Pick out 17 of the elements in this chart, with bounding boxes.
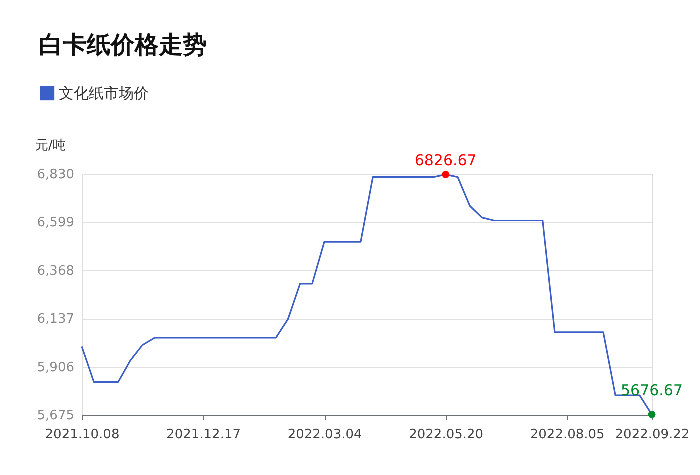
data-label: 5676.67 [620, 382, 684, 400]
y-tick-label: 6,830 [37, 168, 74, 182]
data-label: 6826.67 [414, 152, 477, 170]
legend-label: 文化纸市场价 [59, 84, 149, 102]
x-tick-label: 2022.09.22 [615, 428, 690, 442]
x-tick-label: 2021.10.08 [45, 428, 120, 442]
y-tick-label: 5,906 [37, 360, 74, 376]
x-tick-label: 2022.03.04 [288, 428, 362, 442]
chart-title: 白卡纸价格走势 [39, 31, 207, 59]
y-tick-label: 5,675 [37, 408, 74, 424]
x-tick-label: 2022.08.05 [530, 428, 605, 442]
y-tick-label: 6,599 [37, 216, 74, 231]
x-tick-label: 2022.05.20 [409, 428, 484, 442]
y-axis-title: 元/吨 [36, 138, 66, 154]
y-tick-label: 6,368 [37, 264, 74, 279]
y-tick-label: 6,137 [37, 312, 74, 328]
x-tick-label: 2021.12.17 [166, 428, 241, 442]
